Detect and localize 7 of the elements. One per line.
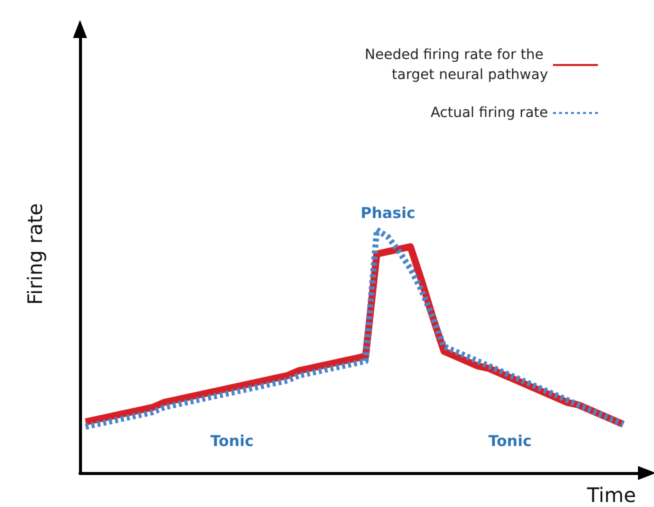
legend-label: Actual firing rate [430,105,548,121]
y-axis-title: Firing rate [23,203,47,305]
x-axis-title: Time [586,483,636,507]
annotation: Tonic [488,432,532,450]
legend-label: Needed firing rate for the target neural pathway [364,47,548,83]
annotation: Tonic [210,432,254,450]
text: Phasic [360,204,416,222]
